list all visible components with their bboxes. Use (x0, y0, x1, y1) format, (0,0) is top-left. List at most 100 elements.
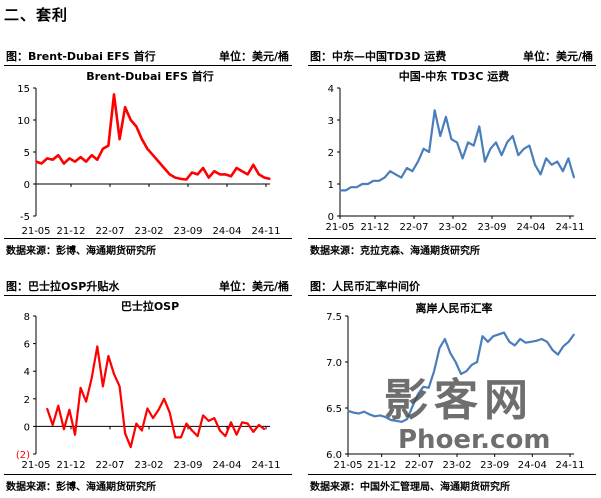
data-point (68, 409, 71, 411)
data-point (202, 414, 204, 417)
data-point (422, 386, 425, 388)
panel-title: 图：巴士拉OSP升贴水 (6, 280, 120, 293)
data-point (472, 144, 475, 147)
data-point (246, 422, 249, 425)
section-title: 二、套利 (4, 6, 69, 24)
y-tick-label: 8 (24, 312, 30, 323)
efs-chart: Brent-Dubai EFS 首行 15 10 5 0 -5 21-05 21-12 22-0… (17, 69, 280, 237)
panel-title: 图：人民币汇率中间价 (310, 280, 420, 293)
data-point (235, 433, 238, 436)
data-point (551, 349, 554, 351)
data-point (411, 405, 414, 407)
data-point (406, 418, 408, 420)
data-point (79, 387, 82, 389)
data-point (344, 189, 347, 192)
data-point (573, 333, 575, 336)
data-point (355, 186, 358, 188)
x-tick-label: 21-05 (21, 460, 50, 471)
data-point (124, 432, 126, 435)
data-point (219, 429, 221, 432)
data-point (524, 341, 527, 344)
osp-chart: 巴士拉OSP 8 6 4 2 0 (2)21-05 21-12 22-07 23-02 23-09 2… (16, 299, 281, 471)
data-point (567, 157, 570, 160)
data-point (438, 347, 441, 349)
data-point (213, 417, 216, 419)
data-point (506, 141, 508, 144)
x-tick-label: 21-12 (56, 226, 85, 237)
data-point (450, 138, 453, 140)
data-point (523, 148, 525, 150)
data-point (478, 125, 481, 128)
x-tick-label: 22-07 (95, 226, 124, 237)
x-tick-label: 23-02 (442, 460, 471, 471)
data-point (378, 180, 380, 182)
data-point (567, 341, 570, 343)
data-point (358, 412, 360, 415)
data-point (439, 135, 442, 137)
chart-title: 巴士拉OSP (121, 299, 179, 313)
x-tick-label: 24-11 (251, 226, 280, 237)
series-line (46, 345, 266, 449)
td3c-chart: 中国-中东 TD3C 运费 4 3 2 1 021-05 21-12 22-07 23-02 23… (325, 69, 584, 233)
data-point (379, 414, 382, 417)
data-point (367, 183, 369, 185)
data-point (352, 411, 355, 414)
data-point (395, 420, 398, 422)
data-point (530, 341, 532, 343)
data-point (146, 407, 149, 410)
data-point (113, 373, 115, 375)
x-tick-label: 23-02 (134, 460, 163, 471)
data-point (96, 158, 99, 161)
chart-title: Brent-Dubai EFS 首行 (86, 69, 214, 83)
data-point (230, 421, 232, 424)
data-point (454, 361, 457, 363)
data-point (213, 170, 216, 172)
data-point (230, 175, 232, 178)
x-tick-label: 21-12 (56, 460, 85, 471)
data-point (85, 160, 87, 163)
data-point (528, 144, 531, 147)
data-point (514, 344, 516, 347)
data-point (374, 415, 376, 418)
data-point (511, 135, 514, 137)
data-point (102, 385, 104, 388)
x-tick-label: 23-09 (173, 460, 202, 471)
panel-header-td3c: 图：中东—中国TD3D 运费 单位：美元/桶 (308, 45, 596, 66)
data-point (339, 189, 341, 192)
data-point (394, 173, 397, 176)
panel-header-efs: 图：Brent-Dubai EFS 首行 单位：美元/桶 (4, 45, 292, 66)
data-point (390, 419, 392, 421)
panel-title: 图：中东—中国TD3D 运费 (310, 50, 447, 63)
data-point (427, 387, 430, 389)
panel-unit: 单位：美元/桶 (218, 50, 289, 63)
data-point (118, 138, 121, 140)
x-tick-label: 24-04 (516, 222, 545, 233)
data-point (74, 433, 76, 436)
panel-source-text: 数据来源：中国外汇管理局、海通期货研究所 (310, 482, 510, 493)
data-point (535, 340, 538, 342)
x-tick-label: 23-02 (438, 222, 467, 233)
data-point (90, 154, 93, 156)
data-point (207, 176, 210, 179)
data-point (157, 409, 160, 411)
data-point (219, 173, 221, 176)
data-point (400, 176, 403, 179)
data-point (433, 370, 435, 372)
data-point (384, 416, 387, 418)
data-point (545, 157, 547, 160)
data-point (246, 173, 249, 176)
y-tick-label: (2) (16, 450, 30, 461)
y-tick-label: 2 (328, 148, 334, 159)
panel-source-cny: 数据来源：中国外汇管理局、海通期货研究所 (308, 474, 596, 493)
data-point (539, 173, 542, 176)
data-point (495, 141, 497, 144)
data-point (141, 138, 143, 140)
data-point (57, 154, 60, 156)
data-point (456, 141, 458, 144)
data-point (347, 410, 349, 412)
data-point (96, 345, 99, 348)
data-point (422, 148, 425, 150)
data-point (445, 116, 447, 118)
y-tick-label: 4 (24, 367, 30, 378)
y-tick-label: 2 (24, 395, 30, 406)
